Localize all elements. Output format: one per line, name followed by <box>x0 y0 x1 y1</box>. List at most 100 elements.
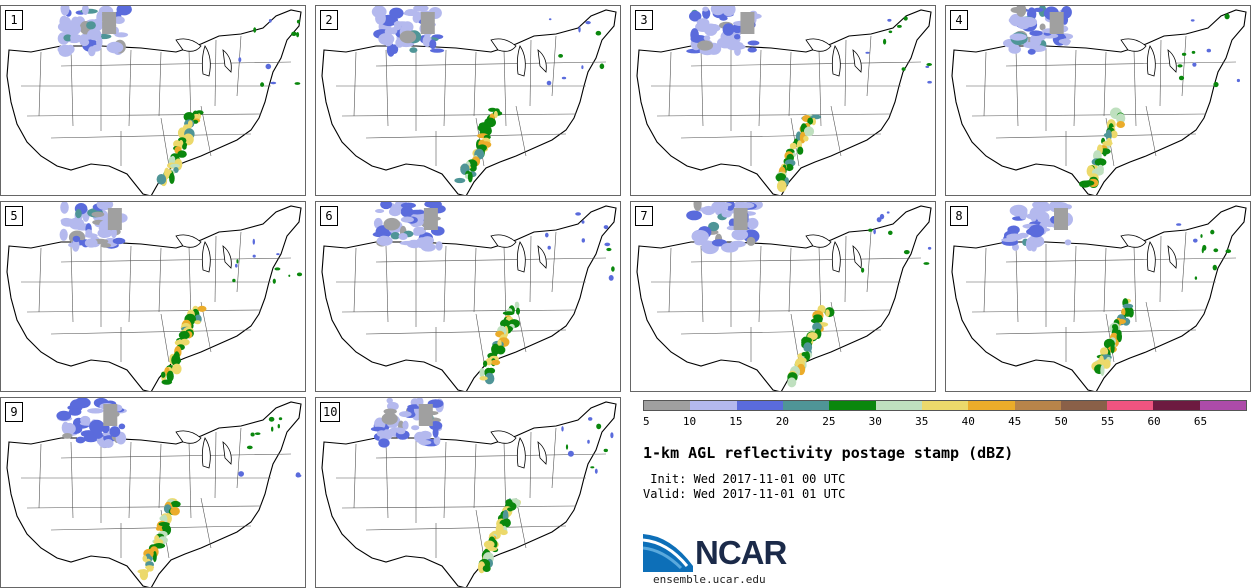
state-border <box>473 443 477 509</box>
echo-cell <box>238 471 245 477</box>
state-border <box>365 133 567 139</box>
great-lake <box>805 38 832 52</box>
echo-cell <box>1121 308 1126 316</box>
state-border <box>26 505 262 509</box>
echo-cell <box>378 438 390 448</box>
state-border <box>60 61 292 67</box>
echo-cell <box>1009 13 1024 27</box>
echo-cell <box>567 450 574 457</box>
stamp-panel: 2 <box>315 5 621 196</box>
state-border <box>26 309 262 313</box>
echo-cell <box>418 440 432 445</box>
colorbar-segment <box>1199 401 1247 410</box>
echo-cell <box>253 27 257 33</box>
state-border <box>188 441 192 519</box>
colorbar-tick: 55 <box>1100 415 1115 428</box>
state-border <box>365 329 567 335</box>
panel-map <box>951 6 1247 195</box>
colorbar-segment <box>921 401 969 410</box>
echo-cell <box>260 82 265 87</box>
echo-cell <box>178 331 190 340</box>
state-border <box>995 133 1197 139</box>
state-border <box>983 51 987 117</box>
echo-cell <box>268 19 272 23</box>
great-lake <box>222 441 232 465</box>
echo-cell <box>923 262 930 265</box>
echo-cell <box>390 44 399 54</box>
echo-cell <box>382 36 394 47</box>
colorbar-tick: 10 <box>682 415 697 428</box>
echo-cell <box>423 208 438 230</box>
echo-cell <box>1194 276 1198 280</box>
state-border <box>503 49 507 127</box>
echo-cell <box>97 228 113 238</box>
echo-cell <box>429 39 437 50</box>
state-border <box>690 257 922 263</box>
great-lake <box>201 437 211 469</box>
echo-cell <box>61 16 72 31</box>
panel-label: 1 <box>5 10 23 30</box>
echo-cell <box>413 6 429 12</box>
state-border <box>365 525 567 531</box>
echo-cell <box>1225 249 1232 254</box>
echo-cell <box>703 23 718 36</box>
echo-cell <box>546 80 552 86</box>
great-lake <box>175 234 202 248</box>
echo-cell <box>1049 12 1064 34</box>
state-border <box>668 51 672 117</box>
echo-cell <box>747 47 757 53</box>
echo-cell <box>734 34 741 40</box>
state-border <box>515 105 527 157</box>
echo-cell <box>268 416 275 422</box>
echo-cell <box>903 250 910 255</box>
state-border <box>1145 105 1157 157</box>
state-border <box>1133 49 1137 127</box>
state-border <box>1005 257 1237 263</box>
colorbar-segment <box>644 401 691 410</box>
echo-cell <box>807 117 814 125</box>
panel-label: 3 <box>635 10 653 30</box>
echo-cell <box>415 237 429 249</box>
echo-cell <box>603 225 609 230</box>
state-border <box>656 113 892 117</box>
state-border <box>700 49 704 127</box>
echo-cell <box>160 371 166 378</box>
great-lake <box>490 38 517 52</box>
echo-cell <box>825 309 830 317</box>
state-border <box>1103 247 1107 313</box>
echo-cell <box>1102 148 1107 157</box>
colorbar-segment <box>1060 401 1108 410</box>
great-lake <box>537 245 547 269</box>
echo-cell <box>177 150 187 158</box>
echo-cell <box>587 439 590 444</box>
echo-cell <box>485 358 492 366</box>
echo-cell <box>594 468 598 474</box>
state-border <box>844 39 847 107</box>
great-lake <box>201 241 211 273</box>
state-border <box>188 245 192 323</box>
echo-cell <box>604 242 611 247</box>
echo-cell <box>1192 62 1197 67</box>
echo-cell <box>1190 19 1195 22</box>
echo-cell <box>170 163 180 168</box>
great-lake <box>537 49 547 73</box>
panel-map <box>6 6 302 195</box>
init-time: Init: Wed 2017-11-01 00 UTC <box>643 472 846 486</box>
echo-cell <box>168 157 173 164</box>
echo-cell <box>432 427 439 438</box>
echo-cell <box>112 237 126 245</box>
echo-cell <box>375 12 386 25</box>
echo-cell <box>99 220 111 230</box>
echo-cell <box>435 241 443 251</box>
echo-cell <box>611 266 615 272</box>
panel-label: 9 <box>5 402 23 422</box>
echo-cell <box>686 210 702 221</box>
echo-cell <box>1102 141 1113 146</box>
echo-cell <box>296 272 303 277</box>
echo-cell <box>56 410 72 421</box>
great-lake <box>490 234 517 248</box>
echo-cell <box>578 26 581 33</box>
echo-cell <box>71 239 80 252</box>
reflectivity-colorbar <box>643 400 1247 411</box>
echo-cell <box>886 211 890 214</box>
